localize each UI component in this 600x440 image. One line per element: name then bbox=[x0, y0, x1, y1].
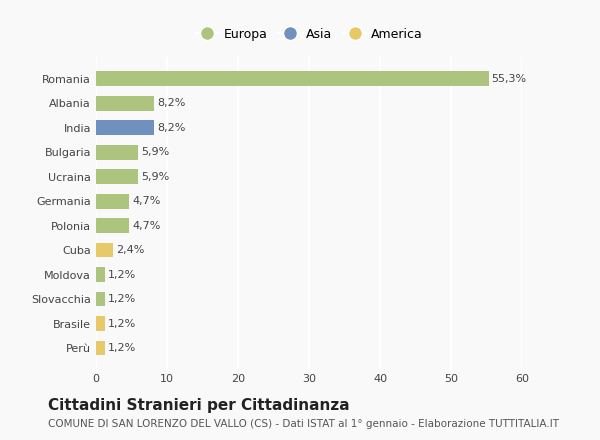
Text: 55,3%: 55,3% bbox=[491, 74, 527, 84]
Text: 4,7%: 4,7% bbox=[132, 196, 161, 206]
Bar bbox=[96, 292, 104, 306]
Text: 5,9%: 5,9% bbox=[141, 147, 169, 157]
Text: 1,2%: 1,2% bbox=[107, 319, 136, 329]
Text: 8,2%: 8,2% bbox=[157, 98, 185, 108]
Legend: Europa, Asia, America: Europa, Asia, America bbox=[190, 23, 428, 46]
Bar bbox=[96, 145, 138, 160]
Bar bbox=[96, 71, 488, 86]
Bar bbox=[96, 121, 154, 135]
Bar bbox=[96, 96, 154, 110]
Text: 1,2%: 1,2% bbox=[107, 270, 136, 279]
Text: Cittadini Stranieri per Cittadinanza: Cittadini Stranieri per Cittadinanza bbox=[48, 398, 350, 413]
Bar bbox=[96, 341, 104, 356]
Text: COMUNE DI SAN LORENZO DEL VALLO (CS) - Dati ISTAT al 1° gennaio - Elaborazione T: COMUNE DI SAN LORENZO DEL VALLO (CS) - D… bbox=[48, 419, 559, 429]
Bar bbox=[96, 194, 130, 209]
Bar bbox=[96, 316, 104, 331]
Text: 5,9%: 5,9% bbox=[141, 172, 169, 182]
Text: 2,4%: 2,4% bbox=[116, 245, 144, 255]
Bar bbox=[96, 243, 113, 257]
Text: 8,2%: 8,2% bbox=[157, 123, 185, 133]
Text: 4,7%: 4,7% bbox=[132, 220, 161, 231]
Bar bbox=[96, 169, 138, 184]
Bar bbox=[96, 267, 104, 282]
Text: 1,2%: 1,2% bbox=[107, 343, 136, 353]
Text: 1,2%: 1,2% bbox=[107, 294, 136, 304]
Bar bbox=[96, 218, 130, 233]
